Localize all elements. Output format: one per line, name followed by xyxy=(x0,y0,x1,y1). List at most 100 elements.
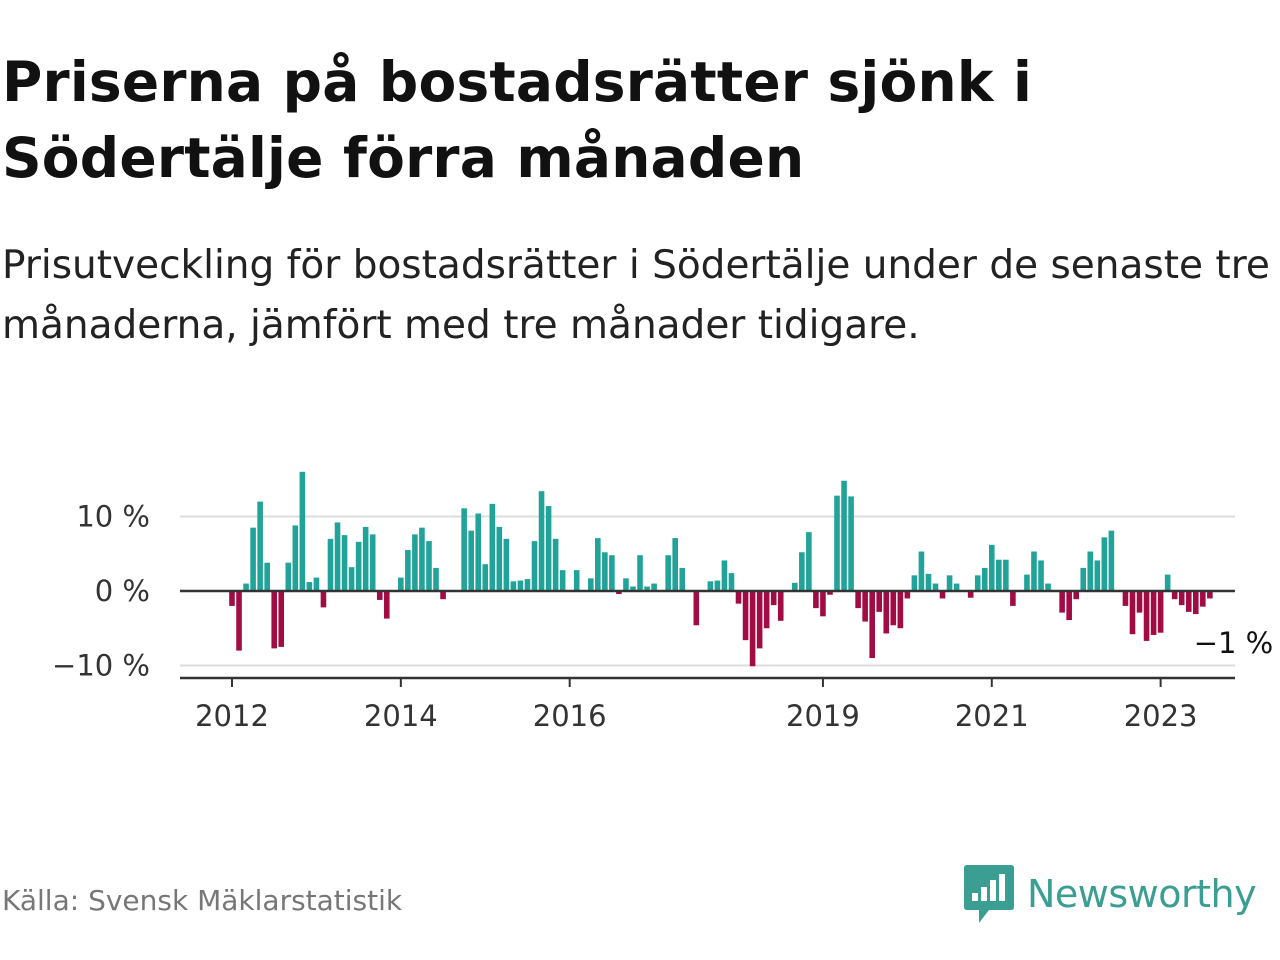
bar-2014-12 xyxy=(475,513,482,591)
y-tick-label: 10 % xyxy=(76,500,150,534)
bar-2013-01 xyxy=(313,577,320,591)
bar-2016-12 xyxy=(644,586,650,591)
bar-2016-06 xyxy=(602,552,608,591)
bar-2012-08 xyxy=(278,591,285,647)
bar-2016-11 xyxy=(637,555,643,591)
bar-2015-02 xyxy=(489,503,496,591)
bar-2013-11 xyxy=(383,591,390,619)
x-tick-label: 2014 xyxy=(364,699,438,733)
bar-2022-03 xyxy=(1087,551,1094,591)
bar-2013-07 xyxy=(355,541,362,591)
bar-2012-09 xyxy=(285,562,292,591)
bar-2019-08 xyxy=(869,591,875,659)
bar-2020-03 xyxy=(918,551,925,591)
bar-2015-10 xyxy=(545,506,552,591)
bar-2021-09 xyxy=(1045,583,1051,591)
bar-2018-01 xyxy=(735,591,742,604)
bar-2012-03 xyxy=(243,583,249,591)
bar-2018-04 xyxy=(756,591,763,649)
source-note: Källa: Svensk Mäklarstatistik xyxy=(2,884,403,917)
bar-2014-01 xyxy=(398,577,404,591)
bar-2013-04 xyxy=(334,522,341,591)
bar-2016-10 xyxy=(630,586,636,591)
x-tick-label: 2016 xyxy=(533,699,607,733)
bar-2015-12 xyxy=(559,570,566,591)
bar-2014-07 xyxy=(440,591,446,600)
bar-2017-04 xyxy=(672,538,678,591)
bar-2023-01 xyxy=(1157,591,1164,633)
bar-2022-06 xyxy=(1108,530,1115,591)
bar-2014-03 xyxy=(412,534,418,591)
bar-2021-08 xyxy=(1038,560,1044,591)
newsworthy-logo-icon xyxy=(964,865,1014,923)
bar-2013-10 xyxy=(376,591,383,600)
bar-2021-11 xyxy=(1059,591,1065,613)
bar-2016-08 xyxy=(616,591,622,594)
bar-2023-03 xyxy=(1171,591,1178,600)
bar-2019-05 xyxy=(848,496,854,591)
bar-2018-09 xyxy=(792,582,798,592)
bar-2017-11 xyxy=(721,560,728,591)
bar-2020-11 xyxy=(974,575,981,591)
bar-2018-06 xyxy=(770,591,777,606)
bar-2022-08 xyxy=(1122,591,1129,606)
bar-2020-06 xyxy=(939,591,946,599)
bar-2023-04 xyxy=(1178,591,1185,606)
bar-2014-06 xyxy=(433,567,439,592)
bar-2013-09 xyxy=(369,534,376,591)
bar-2015-11 xyxy=(552,538,559,591)
bar-2023-02 xyxy=(1164,574,1171,591)
bar-undefined xyxy=(1193,591,1199,615)
bar-2020-07 xyxy=(946,575,953,591)
bar-2022-11 xyxy=(1143,591,1150,641)
bar-2019-11 xyxy=(890,591,897,626)
bar-2021-01 xyxy=(988,544,995,591)
bar-2017-07 xyxy=(693,591,700,626)
bar-2012-07 xyxy=(271,591,278,649)
bar-2021-03 xyxy=(1003,559,1009,591)
bar-2016-02 xyxy=(573,570,580,591)
bar-2019-07 xyxy=(862,591,868,622)
bar-2013-03 xyxy=(327,538,334,591)
chart-subtitle: Prisutveckling för bostadsrätter i Söder… xyxy=(2,243,1270,348)
bar-2012-11 xyxy=(299,471,306,591)
labels: 10 % 0 % −10 % 2012 2014 2016 2019 2021 2023 −1 % xyxy=(52,500,1273,734)
bar-2014-02 xyxy=(405,550,411,592)
bar-2015-09 xyxy=(538,491,545,591)
bar-2018-05 xyxy=(763,591,770,629)
bar-2022-05 xyxy=(1101,537,1108,591)
bar-2013-06 xyxy=(348,567,355,591)
bar-2016-09 xyxy=(623,578,629,591)
bar-chart: 10 % 0 % −10 % 2012 2014 2016 2019 2021 2023 −1 % xyxy=(52,471,1273,734)
bar-2015-07 xyxy=(524,579,531,591)
axes xyxy=(180,589,1235,687)
bar-2012-06 xyxy=(264,562,270,591)
bar-2014-04 xyxy=(419,527,425,591)
bar-2015-04 xyxy=(503,538,510,591)
bar-2020-01 xyxy=(904,591,911,599)
bar-2017-10 xyxy=(714,580,721,591)
bar-2016-04 xyxy=(587,578,594,591)
bar-2015-01 xyxy=(482,564,489,591)
bar-undefined xyxy=(1200,591,1206,607)
bar-2021-04 xyxy=(1010,591,1016,606)
bar-2019-01 xyxy=(820,591,826,617)
bar-2020-02 xyxy=(911,575,918,591)
bar-2018-07 xyxy=(777,591,784,621)
bar-2020-08 xyxy=(953,583,960,591)
bar-2017-09 xyxy=(707,581,714,591)
bar-2014-05 xyxy=(426,541,432,591)
bar-2014-10 xyxy=(461,508,467,591)
bar-2012-12 xyxy=(306,582,313,591)
bar-2012-01 xyxy=(229,591,235,606)
bar-2017-01 xyxy=(651,583,657,591)
bar-2016-07 xyxy=(609,555,615,591)
bar-2017-05 xyxy=(679,567,686,592)
bar-2019-09 xyxy=(876,591,883,612)
bar-2022-09 xyxy=(1129,591,1136,635)
x-tick-label: 2021 xyxy=(955,699,1029,733)
bar-2022-02 xyxy=(1080,567,1087,592)
bar-2022-04 xyxy=(1094,560,1101,591)
bar-2021-12 xyxy=(1066,591,1072,621)
brand-logo[interactable]: Newsworthy xyxy=(963,862,1257,926)
